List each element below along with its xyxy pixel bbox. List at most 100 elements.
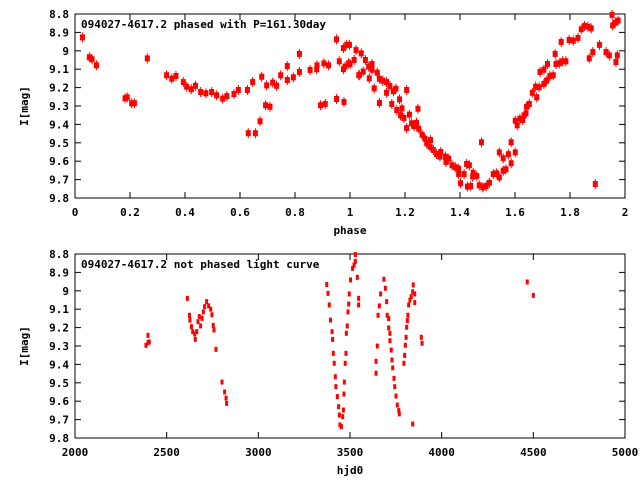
data-point [536,84,542,91]
data-point [345,323,349,329]
data-point [377,303,381,309]
data-point [144,342,148,348]
data-point [191,329,195,335]
data-point [408,297,412,303]
data-point [366,75,372,82]
data-point [200,315,204,321]
data-point [362,57,368,63]
data-point [430,146,436,153]
data-point [404,86,410,93]
data-point [344,330,348,336]
data-point [375,343,379,349]
data-point [196,319,200,325]
data-point [397,408,401,414]
data-point [357,295,361,301]
data-point [129,100,135,107]
y-tick-label: 9.8 [49,432,69,445]
data-point [212,327,216,333]
data-point [321,60,327,67]
data-point [575,34,581,41]
data-point [603,49,609,56]
data-point [187,312,191,318]
data-point [344,41,350,48]
data-point [406,312,410,318]
y-tick-label: 9.4 [49,358,69,371]
x-tick-label: 1 [347,206,354,219]
data-point [403,342,407,348]
data-point [344,350,348,356]
data-point [86,54,92,61]
data-point [534,94,540,101]
data-point [325,282,329,288]
data-point [214,346,218,352]
data-point [387,82,393,89]
data-point [537,68,543,75]
data-point [267,103,273,110]
data-point [570,37,576,44]
data-point [446,155,452,162]
data-point [525,279,529,285]
data-point [357,302,361,308]
data-point [409,294,413,300]
data-point [531,292,535,298]
data-point [369,61,375,68]
data-point [189,324,193,330]
y-tick-label: 9.2 [49,322,69,335]
data-point [331,336,335,342]
plot-title: 094027-4617.2 not phased light curve [81,258,320,271]
data-point [147,339,151,345]
data-point [523,110,529,117]
data-point [563,58,569,65]
data-point [428,137,434,144]
x-tick-label: 2500 [153,446,180,459]
data-point [407,302,411,308]
data-point [210,312,214,318]
data-point [402,360,406,366]
data-point [483,183,489,190]
data-point [413,300,417,306]
data-point [351,57,357,63]
data-point [449,162,455,169]
data-point [349,277,353,283]
data-point [374,370,378,376]
data-point [393,85,399,92]
y-tick-label: 9.3 [49,100,69,113]
data-point [415,105,421,112]
data-point [403,352,407,358]
data-point [335,394,339,400]
data-point [419,131,425,138]
x-tick-label: 1.4 [450,206,470,219]
data-point [347,61,353,68]
data-point [395,402,399,408]
data-point [416,125,422,132]
data-point [169,75,175,82]
data-point [413,291,417,297]
data-point [470,173,476,180]
plot-title: 094027-4617.2 phased with P=161.30day [81,18,326,31]
data-point [220,379,224,385]
data-point [342,379,346,385]
data-point [411,282,415,288]
data-point [385,312,389,318]
x-tick-label: 1.6 [505,206,525,219]
data-point [374,358,378,364]
data-point [203,90,209,97]
data-point [613,59,619,66]
data-point [529,89,535,96]
data-point [512,117,518,124]
data-point [552,50,558,57]
data-point [405,318,409,324]
data-point [586,55,592,62]
data-point [193,331,197,337]
data-point [278,72,284,79]
data-point [124,94,130,101]
data-point [337,412,341,418]
data-point [547,73,553,80]
data-point [353,252,357,258]
data-point [512,149,518,156]
data-point [347,301,351,307]
data-point [458,180,464,187]
data-point [544,77,550,84]
